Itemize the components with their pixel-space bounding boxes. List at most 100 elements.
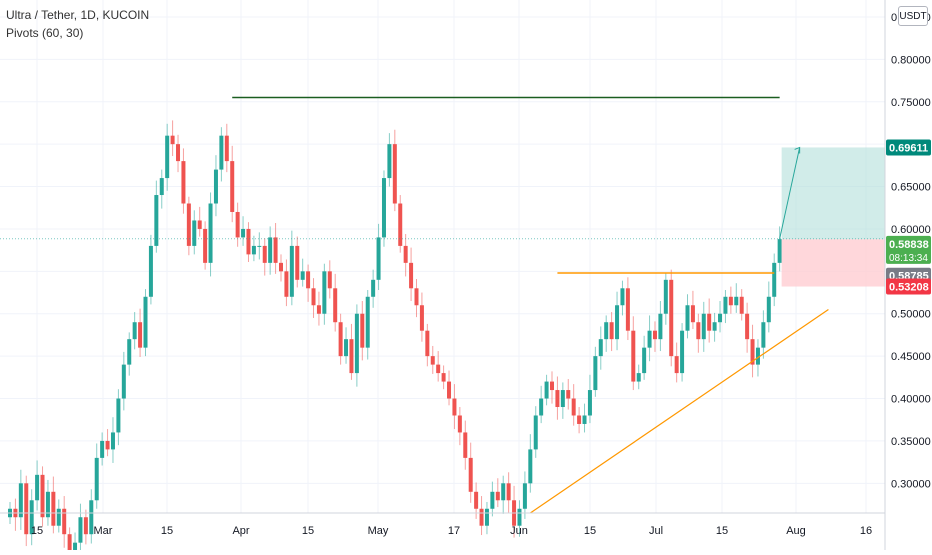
candle-body-102	[560, 390, 565, 408]
candle-body-62	[344, 339, 349, 357]
candle-body-98	[539, 398, 544, 416]
last-price-label: 0.58838	[889, 239, 929, 251]
candle-body-67	[371, 279, 376, 297]
rising-trendline[interactable]	[529, 309, 829, 514]
candle-body-59	[327, 271, 332, 289]
price-tick-label-7: 0.65000	[891, 182, 931, 194]
candle-body-7	[45, 491, 50, 518]
candle-body-84	[463, 432, 468, 458]
candle-body-86	[474, 491, 479, 509]
candle-body-14	[83, 517, 88, 535]
candle-body-30	[170, 135, 175, 145]
candle-body-132	[723, 296, 728, 314]
time-tick-label-2: 15	[161, 525, 173, 537]
candle-body-60	[333, 288, 338, 323]
candle-body-70	[387, 144, 392, 179]
candle-body-88	[484, 508, 489, 526]
candle-body-124	[680, 330, 685, 374]
stop-zone	[781, 239, 885, 287]
candle-body-140	[766, 296, 771, 323]
candle-body-34	[192, 220, 197, 246]
candle-body-130	[712, 322, 717, 331]
candle-body-9	[56, 508, 61, 526]
candle-body-108	[593, 356, 598, 391]
indicator-label[interactable]: Pivots (60, 30)	[6, 26, 84, 40]
candle-body-42	[235, 211, 240, 238]
candle-body-100	[550, 381, 554, 391]
candle-body-106	[582, 415, 587, 424]
projection-arrow	[779, 147, 801, 239]
price-tick-label-2: 0.40000	[891, 394, 931, 406]
candle-body-115	[631, 330, 636, 382]
candle-body-47	[262, 245, 267, 263]
candle-body-83	[457, 415, 462, 433]
candle-body-137	[750, 339, 755, 365]
candle-body-121	[663, 279, 668, 314]
candle-body-15	[89, 500, 94, 535]
currency-button[interactable]: USDT	[898, 6, 928, 26]
candle-body-18	[105, 440, 110, 450]
candle-body-17	[100, 440, 105, 458]
candle-body-61	[338, 322, 343, 357]
candle-body-131	[718, 313, 723, 323]
candle-body-28	[159, 178, 164, 196]
candle-body-89	[490, 491, 495, 509]
candle-body-74	[409, 262, 414, 289]
candle-body-105	[577, 415, 582, 424]
time-tick-label-10: 15	[716, 525, 728, 537]
candle-body-36	[203, 228, 208, 263]
candle-body-32	[181, 161, 186, 204]
price-tick-label-1: 0.35000	[891, 436, 931, 448]
candle-body-94	[517, 508, 522, 526]
candle-body-73	[403, 245, 408, 263]
time-tick-label-5: May	[368, 525, 389, 537]
candle-body-97	[533, 415, 538, 450]
target-zone	[781, 147, 885, 240]
candle-body-91	[501, 483, 506, 501]
candle-body-109	[598, 339, 603, 357]
time-tick-label-6: 17	[448, 525, 460, 537]
candle-body-119	[652, 330, 657, 340]
candle-body-81	[447, 381, 452, 399]
candle-body-33	[186, 203, 191, 246]
candle-body-142	[777, 239, 782, 263]
candle-body-65	[360, 313, 365, 348]
candle-body-134	[734, 296, 739, 306]
candle-body-68	[376, 237, 381, 280]
candle-body-114	[625, 288, 630, 331]
candle-body-129	[707, 313, 712, 331]
candle-body-8	[51, 491, 56, 526]
price-tick-label-3: 0.45000	[891, 351, 931, 363]
candle-body-138	[755, 347, 760, 365]
target-price-label-box	[886, 139, 931, 156]
candle-body-5	[35, 474, 40, 501]
candle-body-101	[555, 390, 560, 408]
candle-body-12	[73, 542, 78, 552]
candle-body-126	[690, 305, 695, 323]
candle-body-16	[94, 457, 99, 501]
candle-body-112	[615, 305, 620, 340]
candle-body-118	[647, 330, 652, 348]
candle-body-58	[322, 271, 327, 314]
candle-body-54	[300, 271, 305, 280]
candle-body-6	[40, 474, 45, 518]
candle-body-95	[522, 483, 527, 509]
candle-body-23	[132, 322, 137, 340]
price-tick-label-0: 0.30000	[891, 478, 931, 490]
candle-body-45	[251, 245, 256, 255]
candle-body-82	[452, 398, 457, 416]
candle-body-113	[620, 288, 625, 306]
candle-body-52	[289, 245, 294, 297]
candle-body-77	[425, 330, 430, 357]
candle-body-96	[528, 449, 533, 484]
stop-price-label-box	[886, 278, 931, 295]
symbol-title[interactable]: Ultra / Tether, 1D, KUCOIN	[6, 8, 150, 22]
candle-body-10	[62, 508, 67, 535]
candle-body-43	[241, 228, 246, 238]
candle-body-116	[636, 373, 641, 382]
candle-body-39	[219, 135, 224, 170]
candle-body-49	[273, 237, 278, 263]
candle-body-38	[213, 169, 218, 204]
